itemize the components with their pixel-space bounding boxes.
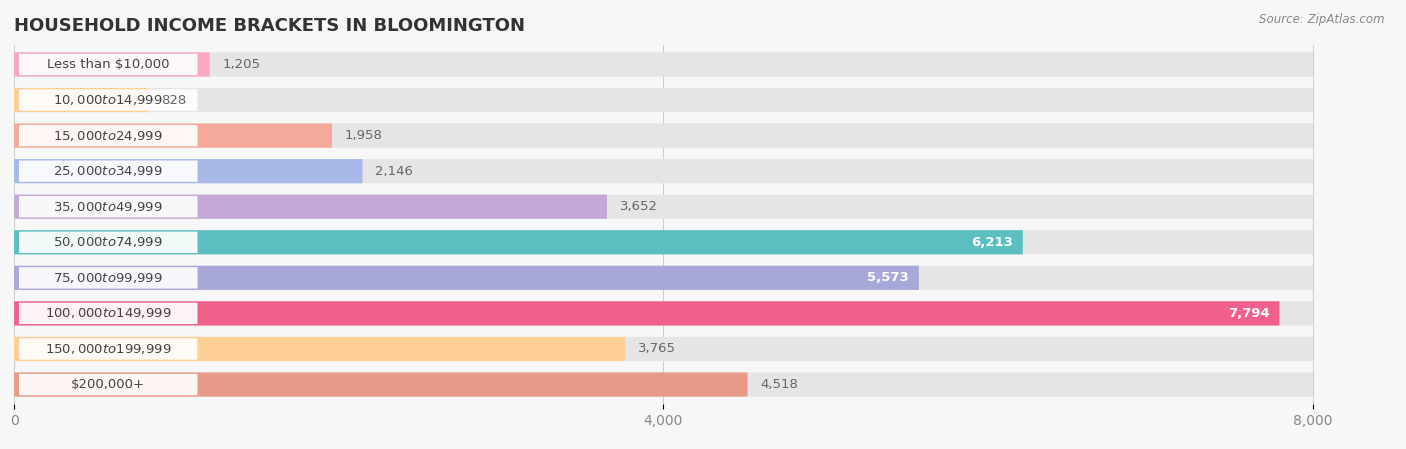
FancyBboxPatch shape <box>14 373 1313 396</box>
Text: $50,000 to $74,999: $50,000 to $74,999 <box>53 235 163 249</box>
Text: 1,958: 1,958 <box>344 129 382 142</box>
FancyBboxPatch shape <box>14 194 607 219</box>
FancyBboxPatch shape <box>18 160 197 182</box>
Text: Source: ZipAtlas.com: Source: ZipAtlas.com <box>1260 13 1385 26</box>
FancyBboxPatch shape <box>18 232 197 253</box>
Text: $35,000 to $49,999: $35,000 to $49,999 <box>53 200 163 214</box>
FancyBboxPatch shape <box>18 267 197 289</box>
Text: 5,573: 5,573 <box>868 271 910 284</box>
FancyBboxPatch shape <box>14 230 1313 255</box>
Text: $10,000 to $14,999: $10,000 to $14,999 <box>53 93 163 107</box>
FancyBboxPatch shape <box>14 53 209 76</box>
Text: Less than $10,000: Less than $10,000 <box>46 58 170 71</box>
FancyBboxPatch shape <box>18 303 197 324</box>
Text: 4,518: 4,518 <box>761 378 799 391</box>
Text: HOUSEHOLD INCOME BRACKETS IN BLOOMINGTON: HOUSEHOLD INCOME BRACKETS IN BLOOMINGTON <box>14 17 524 35</box>
FancyBboxPatch shape <box>14 266 920 290</box>
Text: 3,652: 3,652 <box>620 200 658 213</box>
FancyBboxPatch shape <box>14 266 1313 290</box>
FancyBboxPatch shape <box>14 88 1313 112</box>
FancyBboxPatch shape <box>14 301 1313 326</box>
Text: $25,000 to $34,999: $25,000 to $34,999 <box>53 164 163 178</box>
Text: $200,000+: $200,000+ <box>72 378 145 391</box>
FancyBboxPatch shape <box>14 337 1313 361</box>
Text: 2,146: 2,146 <box>375 165 413 178</box>
FancyBboxPatch shape <box>18 374 197 395</box>
FancyBboxPatch shape <box>18 338 197 360</box>
FancyBboxPatch shape <box>18 54 197 75</box>
FancyBboxPatch shape <box>14 337 626 361</box>
FancyBboxPatch shape <box>14 373 748 396</box>
FancyBboxPatch shape <box>14 53 1313 76</box>
Text: 1,205: 1,205 <box>222 58 260 71</box>
Text: 6,213: 6,213 <box>972 236 1014 249</box>
Text: 3,765: 3,765 <box>638 343 676 356</box>
FancyBboxPatch shape <box>14 123 332 148</box>
Text: $150,000 to $199,999: $150,000 to $199,999 <box>45 342 172 356</box>
FancyBboxPatch shape <box>14 301 1279 326</box>
FancyBboxPatch shape <box>18 125 197 146</box>
Text: $100,000 to $149,999: $100,000 to $149,999 <box>45 306 172 321</box>
Text: 828: 828 <box>162 93 187 106</box>
FancyBboxPatch shape <box>14 230 1022 255</box>
FancyBboxPatch shape <box>14 159 1313 183</box>
FancyBboxPatch shape <box>14 159 363 183</box>
Text: $75,000 to $99,999: $75,000 to $99,999 <box>53 271 163 285</box>
FancyBboxPatch shape <box>18 89 197 111</box>
FancyBboxPatch shape <box>14 88 149 112</box>
Text: 7,794: 7,794 <box>1227 307 1270 320</box>
Text: $15,000 to $24,999: $15,000 to $24,999 <box>53 128 163 143</box>
FancyBboxPatch shape <box>14 123 1313 148</box>
FancyBboxPatch shape <box>18 196 197 217</box>
FancyBboxPatch shape <box>14 194 1313 219</box>
